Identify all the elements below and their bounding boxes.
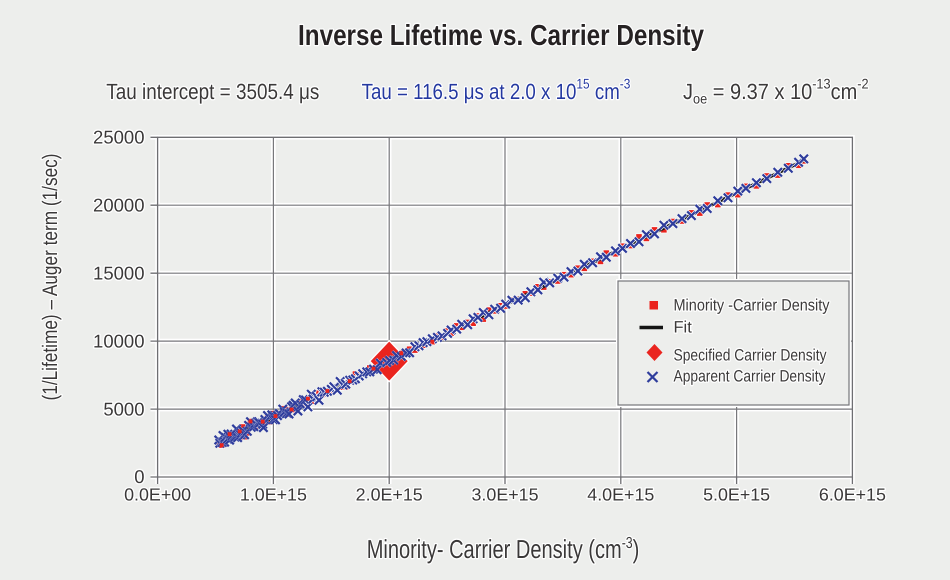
svg-text:Fit: Fit (674, 319, 693, 337)
svg-text:1.0E+15: 1.0E+15 (240, 485, 307, 505)
svg-text:(1/Lifetime) – Auger term (1/s: (1/Lifetime) – Auger term (1/sec) (39, 154, 62, 401)
svg-text:cm: cm (590, 79, 620, 104)
svg-text:5000: 5000 (103, 398, 144, 419)
svg-text:25000: 25000 (93, 127, 144, 148)
svg-text:20000: 20000 (93, 194, 144, 215)
svg-text:0.0E+00: 0.0E+00 (124, 485, 191, 505)
svg-text:2.0E+15: 2.0E+15 (356, 485, 423, 505)
svg-text:Apparent Carrier Density: Apparent Carrier Density (674, 368, 827, 386)
svg-text:Minority- Carrier Density (cm: Minority- Carrier Density (cm (367, 534, 622, 564)
svg-text:Inverse Lifetime vs. Carrier D: Inverse Lifetime vs. Carrier Density (298, 20, 704, 52)
svg-text:5.0E+15: 5.0E+15 (703, 485, 770, 505)
svg-text:Tau intercept = 3505.4 μs: Tau intercept = 3505.4 μs (106, 79, 319, 104)
svg-text:Tau = 116.5 μs at 2.0 x 10: Tau = 116.5 μs at 2.0 x 10 (362, 79, 577, 104)
svg-text:6.0E+15: 6.0E+15 (819, 485, 886, 505)
svg-text:): ) (633, 534, 640, 564)
svg-text:cm: cm (831, 79, 858, 104)
svg-text:10000: 10000 (93, 330, 144, 351)
svg-text:= 9.37 x 10: = 9.37 x 10 (707, 79, 812, 104)
svg-text:J: J (683, 79, 693, 104)
svg-text:oe: oe (693, 91, 707, 107)
svg-text:Specified Carrier Density: Specified Carrier Density (674, 347, 828, 365)
svg-text:-3: -3 (622, 535, 633, 552)
svg-text:15: 15 (576, 76, 589, 92)
svg-text:-2: -2 (857, 76, 868, 92)
svg-text:3.0E+15: 3.0E+15 (472, 485, 539, 505)
svg-text:-3: -3 (620, 76, 631, 92)
svg-text:Minority -Carrier Density: Minority -Carrier Density (674, 297, 831, 315)
svg-text:4.0E+15: 4.0E+15 (587, 485, 654, 505)
svg-text:15000: 15000 (93, 262, 144, 283)
svg-text:-13: -13 (812, 76, 831, 92)
svg-text:0: 0 (134, 466, 144, 487)
